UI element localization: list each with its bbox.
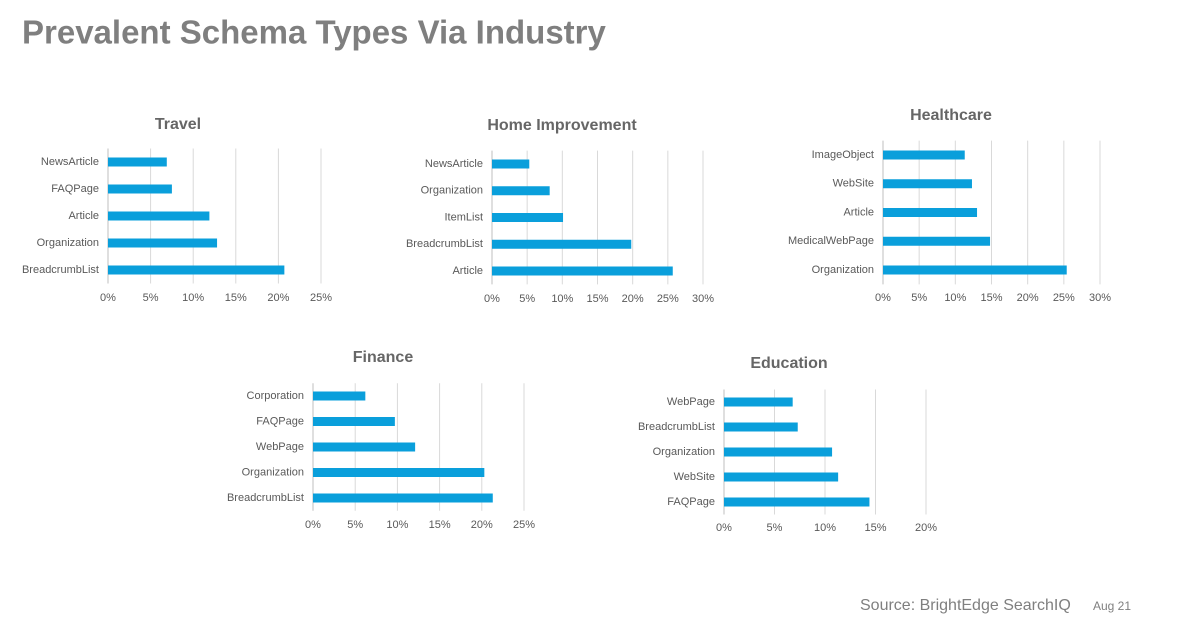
bar <box>108 265 285 275</box>
bar <box>883 236 991 246</box>
bar <box>724 422 798 432</box>
x-tick-label: 0% <box>716 522 732 534</box>
y-tick-label: Organization <box>37 237 99 249</box>
x-tick-label: 0% <box>875 292 891 304</box>
bar <box>883 179 972 189</box>
y-tick-label: FAQPage <box>667 496 715 508</box>
chart-title: Finance <box>353 349 414 366</box>
chart: Healthcare 0% 5% 10% 15% 20% 25% 30% ImageObject… <box>788 107 1111 304</box>
bar <box>724 397 793 407</box>
date: Aug 21 <box>1093 599 1131 613</box>
chart-title: Travel <box>155 116 201 133</box>
y-tick-label: ItemList <box>444 211 483 223</box>
bar <box>492 239 632 249</box>
x-tick-label: 25% <box>657 293 679 305</box>
chart: Home Improvement 0% 5% 10% 15% 20% 25% 30% NewsA… <box>406 117 714 305</box>
x-tick-label: 10% <box>182 292 204 304</box>
y-tick-label: Article <box>843 206 874 218</box>
y-tick-label: WebSite <box>674 471 715 483</box>
x-tick-label: 5% <box>347 519 363 531</box>
x-tick-label: 25% <box>513 519 535 531</box>
x-tick-label: 5% <box>143 292 159 304</box>
x-tick-label: 5% <box>519 293 535 305</box>
x-tick-label: 20% <box>622 293 644 305</box>
bar <box>108 211 210 221</box>
y-tick-label: WebPage <box>256 441 304 453</box>
chart: Travel 0% 5% 10% 15% 20% 25% NewsArticle FAQPage… <box>22 116 332 304</box>
bar <box>883 150 965 160</box>
y-tick-label: Corporation <box>247 390 304 402</box>
x-tick-label: 30% <box>1089 292 1111 304</box>
bar <box>724 497 870 507</box>
bar <box>108 184 172 194</box>
bar <box>883 208 978 217</box>
y-tick-label: WebPage <box>667 396 715 408</box>
x-tick-label: 0% <box>305 519 321 531</box>
x-tick-label: 5% <box>767 522 783 534</box>
bar <box>313 442 416 452</box>
x-tick-label: 10% <box>814 522 836 534</box>
bar <box>492 186 550 196</box>
x-tick-label: 30% <box>692 293 714 305</box>
y-tick-label: Organization <box>421 185 483 197</box>
chart: Finance 0% 5% 10% 15% 20% 25% Corporation FAQPag… <box>227 349 535 531</box>
y-tick-label: BreadcrumbList <box>227 492 304 504</box>
y-tick-label: NewsArticle <box>41 156 99 168</box>
x-tick-label: 10% <box>386 519 408 531</box>
x-tick-label: 10% <box>551 293 573 305</box>
bar <box>313 468 485 477</box>
y-tick-label: MedicalWebPage <box>788 235 874 247</box>
y-tick-label: ImageObject <box>812 149 874 161</box>
x-tick-label: 0% <box>100 292 116 304</box>
y-tick-label: NewsArticle <box>425 158 483 170</box>
bar <box>883 265 1067 275</box>
chart: Education 0% 5% 10% 15% 20% WebPage BreadcrumbL… <box>638 355 937 534</box>
x-tick-label: 20% <box>915 522 937 534</box>
y-tick-label: FAQPage <box>51 183 99 195</box>
bar <box>492 213 564 222</box>
bar <box>724 472 839 482</box>
x-tick-label: 15% <box>586 293 608 305</box>
y-tick-label: WebSite <box>833 178 874 190</box>
y-tick-label: BreadcrumbList <box>406 238 483 250</box>
y-tick-label: Organization <box>242 466 304 478</box>
y-tick-label: Organization <box>653 446 715 458</box>
bar <box>108 238 218 248</box>
x-tick-label: 5% <box>911 292 927 304</box>
page-title: Prevalent Schema Types Via Industry <box>22 14 607 51</box>
y-tick-label: BreadcrumbList <box>638 421 715 433</box>
x-tick-label: 15% <box>429 519 451 531</box>
x-tick-label: 15% <box>225 292 247 304</box>
bar <box>313 493 493 503</box>
bar <box>492 159 530 169</box>
y-tick-label: Article <box>68 210 99 222</box>
x-tick-label: 25% <box>1053 292 1075 304</box>
chart-title: Home Improvement <box>487 117 637 134</box>
x-tick-label: 20% <box>267 292 289 304</box>
chart-title: Healthcare <box>910 107 992 124</box>
x-tick-label: 25% <box>310 292 332 304</box>
x-tick-label: 10% <box>944 292 966 304</box>
bar <box>108 157 167 167</box>
y-tick-label: Organization <box>812 264 874 276</box>
y-tick-label: Article <box>452 265 483 277</box>
x-tick-label: 15% <box>980 292 1002 304</box>
x-tick-label: 15% <box>864 522 886 534</box>
bar <box>313 417 395 426</box>
x-tick-label: 20% <box>471 519 493 531</box>
chart-title: Education <box>750 355 827 372</box>
x-tick-label: 0% <box>484 293 500 305</box>
bar <box>492 266 673 276</box>
y-tick-label: FAQPage <box>256 415 304 427</box>
bar <box>313 391 366 401</box>
y-tick-label: BreadcrumbList <box>22 264 99 276</box>
source: Source: BrightEdge SearchIQ <box>860 597 1071 614</box>
bar <box>724 447 833 457</box>
x-tick-label: 20% <box>1017 292 1039 304</box>
